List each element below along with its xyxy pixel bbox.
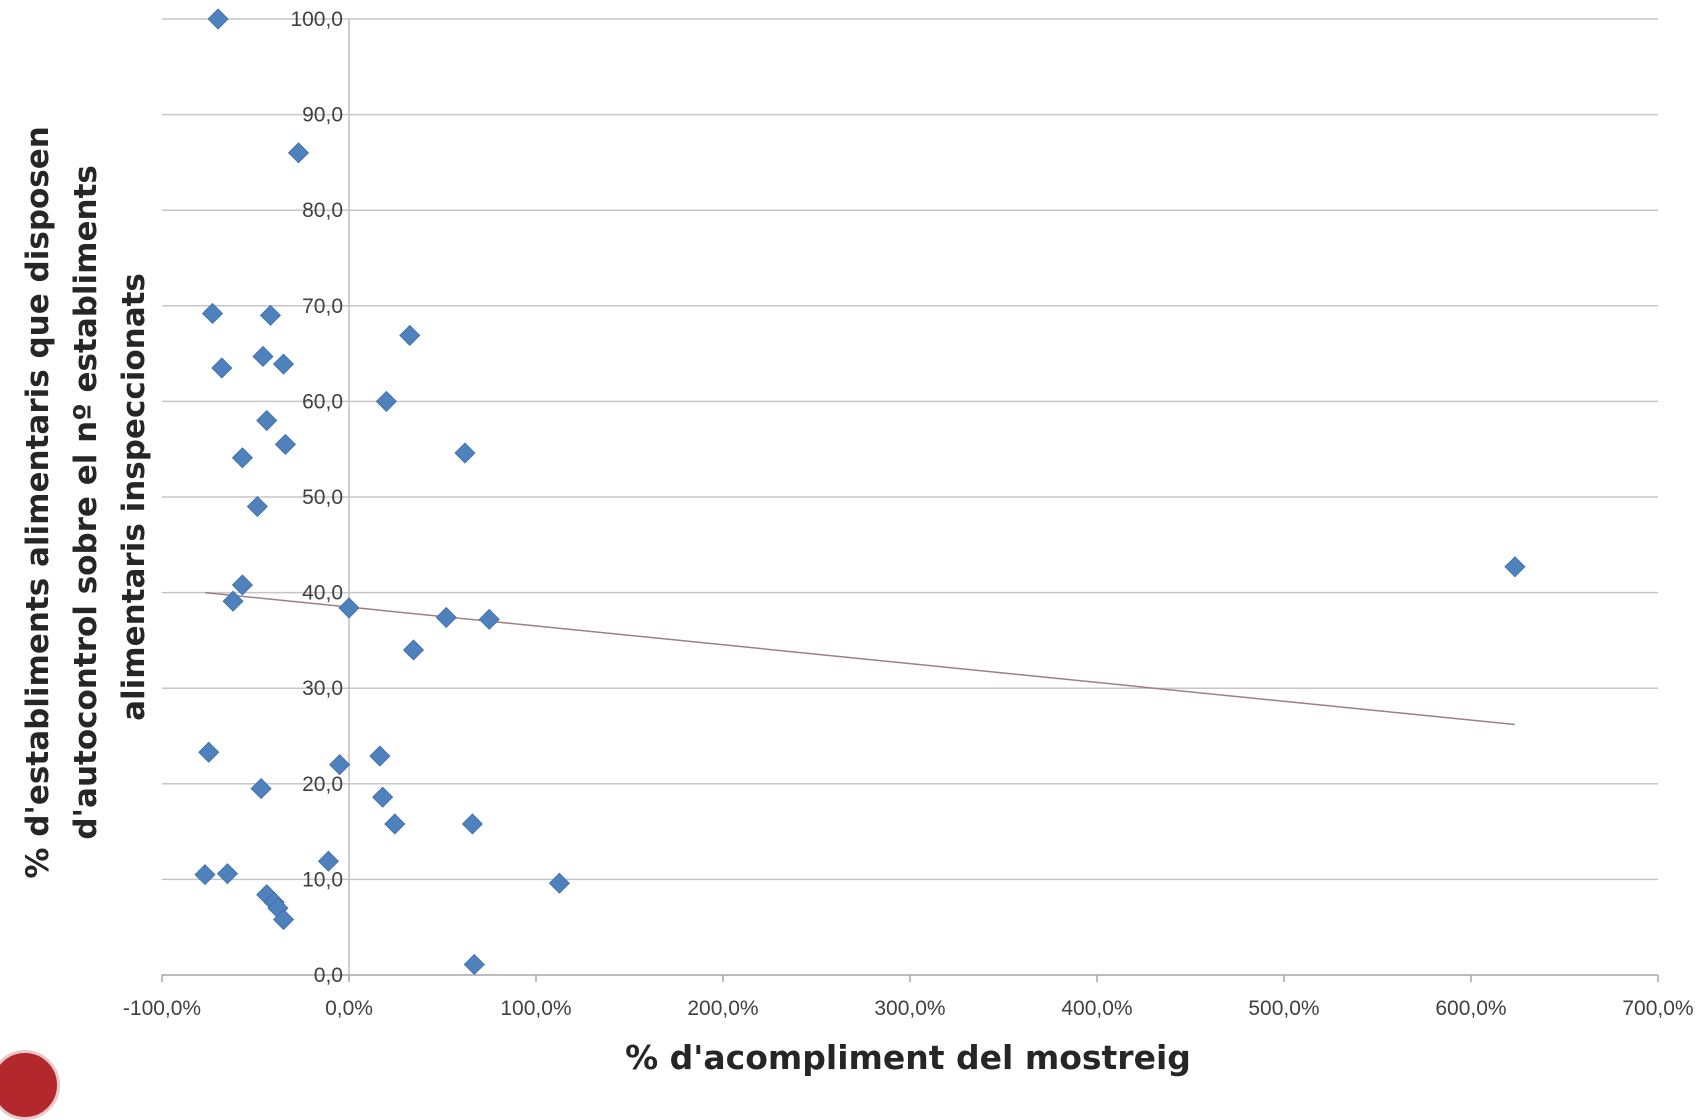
- x-tick-label: 300,0%: [874, 997, 945, 1020]
- x-tick-label: 400,0%: [1061, 997, 1132, 1020]
- data-point: [463, 953, 485, 976]
- data-point: [231, 574, 253, 596]
- data-point: [372, 786, 394, 808]
- data-point: [384, 813, 406, 835]
- y-tick-label: 10,0: [302, 868, 343, 891]
- data-point: [222, 590, 244, 612]
- x-tick-label: 100,0%: [500, 997, 571, 1020]
- data-point: [250, 778, 272, 800]
- data-point: [198, 741, 220, 763]
- trendline: [204, 591, 1516, 726]
- x-tick-labels: -100,0% 0,0% 100,0% 200,0% 300,0% 400,0% 500,0…: [123, 997, 1694, 1020]
- data-point: [259, 304, 282, 326]
- y-tick-labels: 0,0 10,0 20,0 30,0 40,0 50,0 60,0 70,0 80,0 90,0 1…: [290, 8, 343, 987]
- y-tick-label: 30,0: [302, 677, 343, 700]
- trendline-group: [204, 591, 1516, 726]
- data-point: [211, 357, 233, 379]
- x-tick-label: -100,0%: [123, 997, 201, 1020]
- y-axis-title-line-2: d'autocontrol sobre el nº establiments: [68, 165, 104, 840]
- x-tick-label: 700,0%: [1622, 997, 1693, 1020]
- data-point: [246, 495, 268, 518]
- y-tick-label: 40,0: [302, 582, 343, 605]
- data-points: [194, 8, 1526, 976]
- data-point: [435, 606, 457, 629]
- data-point: [252, 345, 274, 368]
- axes: [161, 19, 1659, 982]
- y-tick-label: 100,0: [290, 8, 343, 31]
- data-point: [287, 142, 310, 164]
- y-tick-label: 80,0: [302, 199, 343, 222]
- data-point: [256, 409, 278, 432]
- y-tick-label: 60,0: [302, 390, 343, 413]
- data-point: [338, 597, 360, 619]
- x-axis-title: % d'acompliment del mostreig: [625, 1038, 1191, 1077]
- data-point: [548, 872, 570, 894]
- x-tick-label: 0,0%: [325, 997, 373, 1020]
- y-axis-title-line-3: alimentaris inspeccionats: [116, 273, 152, 721]
- data-point: [272, 353, 295, 375]
- data-point: [478, 608, 500, 630]
- data-point: [317, 850, 339, 872]
- scatter-chart: 0,0 10,0 20,0 30,0 40,0 50,0 60,0 70,0 80,0 90,0 1…: [20, 8, 1694, 1077]
- y-tick-label: 70,0: [302, 295, 343, 318]
- data-point: [369, 745, 391, 767]
- data-point: [201, 302, 224, 325]
- gridlines: [162, 18, 1658, 881]
- data-point: [194, 864, 216, 886]
- data-point: [329, 754, 351, 776]
- y-tick-label: 20,0: [302, 773, 343, 796]
- x-tick-label: 200,0%: [687, 997, 758, 1020]
- data-point: [454, 442, 476, 464]
- data-point: [402, 639, 425, 661]
- data-point: [399, 324, 421, 347]
- y-axis-title: % d'establiments alimentaris que dispose…: [20, 115, 152, 878]
- y-axis-title-line-1: % d'establiments alimentaris que dispose…: [20, 126, 56, 879]
- y-tick-label: 50,0: [302, 486, 343, 509]
- data-point: [231, 447, 253, 469]
- x-tick-label: 500,0%: [1248, 997, 1319, 1020]
- data-point: [1504, 556, 1526, 578]
- data-point: [207, 8, 229, 30]
- data-point: [272, 908, 295, 931]
- data-point: [375, 390, 397, 412]
- y-tick-label: 0,0: [314, 964, 343, 987]
- data-point: [461, 813, 483, 835]
- data-point: [274, 433, 296, 455]
- x-tick-label: 600,0%: [1435, 997, 1506, 1020]
- data-point: [216, 863, 239, 885]
- y-tick-label: 90,0: [302, 104, 343, 127]
